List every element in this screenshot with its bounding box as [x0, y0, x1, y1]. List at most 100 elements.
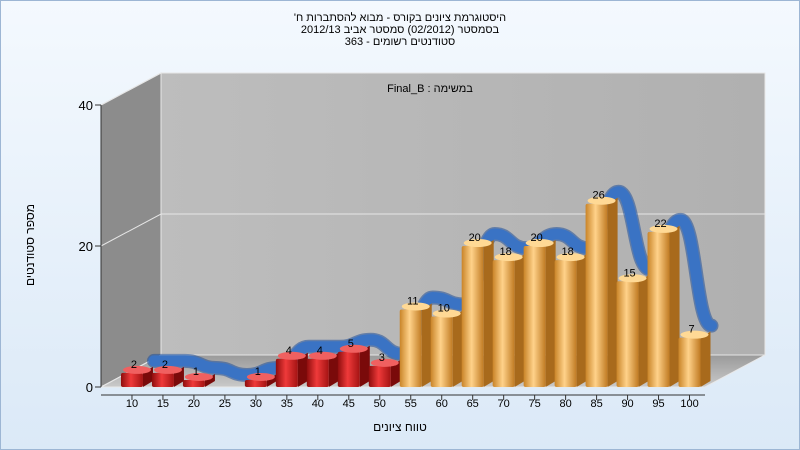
bar-top [308, 351, 337, 360]
bar-top [618, 274, 647, 283]
bar [461, 246, 484, 387]
bar [554, 260, 577, 387]
x-tick-label: 30 [250, 398, 262, 410]
bar-value-label: 1 [193, 366, 199, 378]
bar-top [680, 330, 709, 339]
y-tick-label: 40 [79, 98, 93, 113]
bar-value-label: 2 [131, 359, 137, 371]
bar-side [700, 331, 711, 387]
x-tick-label: 80 [559, 398, 571, 410]
bar-top [401, 302, 430, 311]
bar-value-label: 18 [561, 246, 573, 258]
bar-top [277, 351, 306, 360]
bar-top [556, 253, 585, 262]
bar [647, 231, 670, 387]
x-axis-label: טווח ציונים [373, 420, 427, 434]
bar [399, 309, 422, 387]
bar-value-label: 3 [379, 352, 385, 364]
bar-value-label: 4 [286, 345, 292, 357]
y-tick-label: 20 [79, 239, 93, 254]
bar-value-label: 18 [500, 246, 512, 258]
bar-value-label: 20 [469, 232, 481, 244]
bar [120, 372, 143, 387]
bar-top [463, 239, 492, 247]
x-tick-label: 65 [467, 398, 479, 410]
x-tick-label: 90 [621, 398, 633, 410]
x-tick-label: 15 [157, 398, 169, 410]
bar [523, 246, 546, 387]
bar [306, 358, 329, 387]
bar-top [649, 224, 678, 233]
x-tick-label: 100 [680, 398, 698, 410]
bar-top [246, 372, 275, 381]
bar-side [390, 359, 401, 387]
bar-value-label: 20 [531, 232, 543, 244]
bar [151, 372, 174, 387]
bar [585, 203, 608, 387]
x-tick-label: 70 [498, 398, 510, 410]
bar-value-label: 26 [592, 190, 604, 202]
bar-top [122, 365, 151, 374]
bar-side [514, 254, 525, 387]
bar [182, 379, 205, 387]
bar-top [153, 365, 182, 374]
bar [678, 337, 701, 387]
x-tick-label: 35 [281, 398, 293, 410]
title-line-2: בסמסטר (02/2012) סמסטר אביב 2012/13 [300, 24, 500, 36]
bar [430, 316, 453, 387]
x-tick-label: 75 [529, 398, 541, 410]
task-label: במשימה : Final_B [387, 83, 473, 95]
bar-value-label: 1 [255, 366, 261, 378]
title-line-3: סטודנטים רשומים - 363 [344, 36, 456, 48]
x-tick-label: 20 [188, 398, 200, 410]
gridline [100, 72, 765, 106]
bar [337, 351, 360, 387]
bar-side [607, 197, 618, 387]
bar [368, 365, 391, 387]
bar-value-label: 10 [438, 303, 450, 315]
bar [275, 358, 298, 387]
x-tick-label: 10 [126, 398, 138, 410]
x-tick-label: 40 [312, 398, 324, 410]
x-tick-label: 50 [374, 398, 386, 410]
title-line-1: היסטוגרמת ציונים בקורס - מבוא להסתברות ח… [293, 12, 507, 24]
y-axis-label: מספר סטודנטים [23, 203, 37, 287]
x-tick-label: 45 [343, 398, 355, 410]
bar [492, 260, 515, 387]
bar-side [545, 240, 556, 387]
bar-top [339, 344, 368, 353]
bar-side [328, 352, 339, 387]
bar-side [359, 345, 370, 387]
x-tick-label: 85 [590, 398, 602, 410]
bar-value-label: 11 [407, 295, 418, 307]
bar-top [494, 253, 523, 262]
bar-value-label: 7 [688, 324, 694, 336]
bar-value-label: 15 [623, 267, 635, 279]
bar-value-label: 4 [317, 345, 323, 357]
bar-value-label: 2 [162, 359, 168, 371]
bar-side [669, 225, 680, 387]
bar-top [184, 372, 213, 381]
bar-side [421, 303, 432, 387]
x-tick-label: 60 [436, 398, 448, 410]
x-tick-label: 25 [219, 398, 231, 410]
bar [244, 379, 267, 387]
bar-top [525, 239, 554, 247]
bar-side [297, 352, 308, 387]
bar [616, 281, 639, 387]
bar-top [587, 196, 616, 205]
bar-top [432, 309, 461, 318]
chart-title: היסטוגרמת ציונים בקורס - מבוא להסתברות ח… [0, 12, 800, 48]
bar-value-label: 5 [348, 338, 354, 350]
x-tick-label: 95 [652, 398, 664, 410]
bar-side [638, 275, 649, 387]
bar-value-label: 22 [654, 218, 666, 230]
bar-side [576, 254, 587, 387]
gridline [100, 213, 765, 247]
y-tick-label: 0 [86, 380, 93, 395]
bar-top [370, 358, 399, 367]
bar-side [483, 240, 494, 387]
bar-side [452, 310, 463, 387]
x-tick-label: 55 [405, 398, 417, 410]
